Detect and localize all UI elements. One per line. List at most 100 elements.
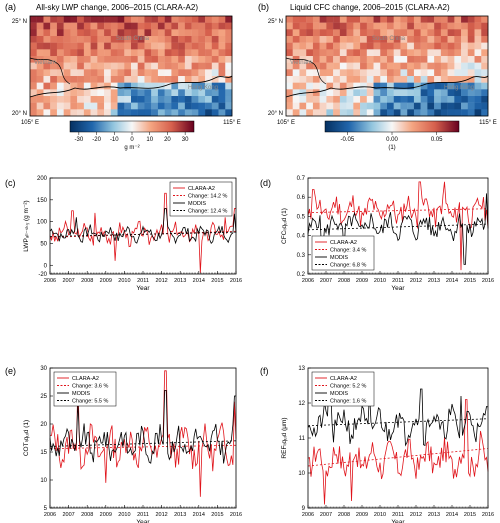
map-cell: [360, 82, 367, 90]
colorbar-tick-label: -10: [110, 137, 119, 143]
map-cell: [36, 96, 44, 103]
map-cell: [387, 49, 394, 57]
map-cell: [30, 16, 37, 23]
map-cell: [70, 89, 78, 97]
map-cell: [117, 109, 125, 117]
map-cell: [286, 62, 293, 70]
map-cell: [56, 42, 64, 50]
colorbar-tick-label: 10: [146, 137, 153, 143]
y-tick-label: 0.4: [297, 234, 306, 240]
map-cell: [326, 36, 334, 43]
map-cell: [164, 16, 172, 23]
map-cell: [333, 62, 341, 70]
y-tick-label: 50: [40, 241, 47, 247]
map-cell: [30, 96, 37, 103]
map-cell: [144, 16, 152, 23]
map-cell: [339, 82, 347, 90]
map-cell: [420, 89, 428, 97]
map-cell: [467, 36, 475, 43]
map-cell: [157, 29, 165, 37]
map-cell: [299, 36, 307, 43]
colorbar-tick-label: 0.00: [386, 137, 398, 143]
map-cell: [481, 82, 489, 90]
map-cell: [205, 102, 212, 110]
map-cell: [312, 42, 320, 50]
map-cell: [225, 42, 233, 50]
map-cell: [387, 102, 394, 110]
map-cell: [380, 29, 388, 37]
map-cell: [191, 42, 199, 50]
map-cell: [434, 16, 442, 23]
map-cell: [56, 29, 64, 37]
map-cell: [56, 36, 64, 43]
x-tick-label: 2008: [338, 512, 350, 518]
map-cell: [50, 29, 58, 37]
map-cell: [407, 82, 415, 90]
map-cell: [420, 102, 428, 110]
map-cell: [104, 62, 111, 70]
map-cell: [171, 29, 179, 37]
map-cell: [326, 102, 334, 110]
map-cell: [306, 109, 314, 117]
y-tick-label: 10: [298, 471, 305, 477]
map-cell: [353, 96, 361, 103]
map-cell: [393, 42, 401, 50]
map-cell: [474, 89, 482, 97]
map-cell: [157, 42, 165, 50]
map-cell: [319, 56, 327, 63]
map-title: Liquid CFC change, 2006–2015 (CLARA-A2): [290, 3, 450, 12]
colorbar-tick-label: 0: [130, 137, 134, 143]
map-cell: [83, 22, 91, 30]
map-cell: [447, 102, 455, 110]
map-cell: [400, 96, 408, 103]
y-axis-label: LWPₐₗₗ₋ₛₖᵧ (g m⁻²): [23, 200, 30, 251]
map-cell: [393, 82, 401, 90]
map-cell: [454, 16, 462, 23]
map-cell: [380, 82, 388, 90]
map-cell: [346, 62, 354, 70]
map-cell: [306, 69, 314, 77]
map-cell: [481, 22, 489, 30]
map-cell: [467, 102, 475, 110]
map-cell: [171, 42, 179, 50]
map-cell: [306, 42, 314, 50]
map-cell: [225, 16, 233, 23]
map-cell: [407, 109, 415, 117]
map-cell: [77, 96, 85, 103]
legend-label: Change: 12.4 %: [188, 209, 228, 215]
map-cell: [299, 62, 307, 70]
map-cell: [333, 69, 341, 77]
map-cell: [481, 29, 489, 37]
map-cell: [380, 42, 388, 50]
map-cell: [353, 22, 361, 30]
map-cell: [70, 82, 78, 90]
map-cell: [198, 36, 206, 43]
map-cell: [117, 56, 125, 63]
map-cell: [191, 82, 199, 90]
map-cell: [292, 76, 300, 83]
map-cell: [286, 96, 293, 103]
map-cell: [387, 76, 394, 83]
map-cell: [326, 76, 334, 83]
map-cell: [30, 102, 37, 110]
map-cell: [292, 22, 300, 30]
place-label-hong-kong: Hong Kong: [188, 85, 218, 91]
map-cell: [77, 82, 85, 90]
legend-label: Change: 3.6 %: [72, 384, 108, 390]
map-cell: [56, 82, 64, 90]
map-cell: [461, 102, 468, 110]
map-cell: [420, 42, 428, 50]
map-cell: [104, 76, 111, 83]
map-cell: [184, 36, 192, 43]
map-cell: [312, 62, 320, 70]
map-cell: [151, 36, 159, 43]
x-tick-label: 2013: [428, 278, 440, 284]
map-cell: [474, 42, 482, 50]
map-cell: [393, 96, 401, 103]
legend-label: CLARA-A2: [330, 240, 357, 246]
map-cell: [360, 96, 367, 103]
map-cell: [306, 96, 314, 103]
map-cell: [319, 96, 327, 103]
map-cell: [225, 62, 233, 70]
